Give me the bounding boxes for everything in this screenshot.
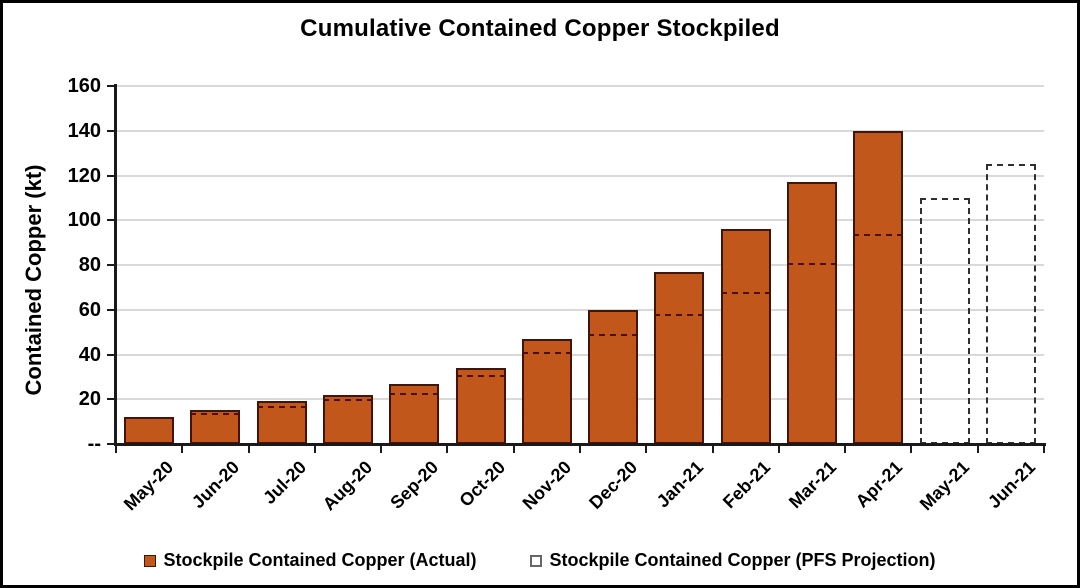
- actual-series-swatch-icon: [144, 554, 157, 567]
- y-gridline: [116, 353, 1044, 356]
- y-axis-tick-label: 120: [67, 164, 101, 187]
- y-gridline: [116, 219, 1044, 222]
- y-gridline: [116, 308, 1044, 311]
- y-axis-line: [114, 84, 117, 446]
- x-axis-tick: [446, 444, 449, 453]
- y-axis-tick-label: 40: [78, 343, 101, 366]
- bar-actual: [720, 229, 771, 444]
- plot-area: -- 20 40 60 80 100 120 140 160 May-20 Jun-20 Jul-20…: [3, 3, 1077, 585]
- x-axis-tick: [844, 444, 847, 453]
- legend-label-pfs-projection: Stockpile Contained Copper (PFS Projecti…: [549, 550, 936, 570]
- y-gridline: [116, 174, 1044, 177]
- y-axis-tick-label: 100: [67, 209, 101, 232]
- y-axis-tick: [107, 129, 116, 132]
- y-axis-tick-label: 80: [78, 254, 101, 276]
- x-axis-tick: [115, 444, 117, 453]
- y-axis-tick-label: 60: [78, 298, 101, 321]
- bar-pfs-projection: [853, 233, 904, 444]
- x-axis-tick: [910, 444, 913, 453]
- legend-item-actual: Stockpile Contained Copper (Actual): [144, 550, 476, 571]
- bar-pfs-projection: [654, 314, 705, 444]
- x-axis-tick: [579, 444, 581, 453]
- x-axis-tick: [380, 444, 383, 453]
- bar-pfs-projection: [323, 399, 373, 444]
- y-gridline: [116, 129, 1044, 132]
- bar-pfs-projection: [124, 417, 175, 444]
- y-gridline: [116, 85, 1044, 87]
- x-axis-tick: [1043, 444, 1045, 453]
- x-axis-tick: [976, 444, 979, 453]
- x-axis-tick: [247, 444, 250, 453]
- y-axis-tick: [107, 219, 116, 222]
- y-axis-tick: [107, 398, 116, 401]
- bar-pfs-projection: [455, 374, 506, 444]
- bar-pfs-projection: [389, 392, 440, 444]
- bar-pfs-projection: [521, 352, 572, 444]
- y-axis-tick: [107, 443, 116, 445]
- bar-actual: [588, 309, 639, 444]
- y-axis-tick: [107, 85, 116, 87]
- bar-pfs-projection: [256, 405, 307, 444]
- bar-pfs-projection: [919, 197, 970, 444]
- x-axis-tick: [711, 444, 714, 453]
- legend: Stockpile Contained Copper (Actual) Stoc…: [3, 550, 1077, 571]
- y-gridline: [116, 398, 1044, 401]
- y-gridline: [116, 264, 1044, 266]
- pfs-series-swatch-icon: [530, 554, 543, 567]
- bar-pfs-projection: [787, 262, 837, 444]
- bar-pfs-projection: [720, 291, 771, 444]
- bar-pfs-projection: [190, 412, 241, 444]
- chart-title: Cumulative Contained Copper Stockpiled: [300, 15, 780, 42]
- y-axis-tick-label: 20: [78, 388, 101, 411]
- y-axis-tick-label: --: [87, 433, 101, 455]
- y-axis-tick: [107, 174, 116, 177]
- y-axis-tick-label: 160: [67, 75, 101, 97]
- legend-label-actual: Stockpile Contained Copper (Actual): [163, 550, 477, 570]
- x-axis-tick: [181, 444, 184, 453]
- x-axis-line: [114, 443, 1046, 446]
- x-axis-tick: [512, 444, 515, 453]
- y-axis-tick: [107, 264, 116, 266]
- x-axis-tick: [313, 444, 316, 453]
- legend-item-pfs-projection: Stockpile Contained Copper (PFS Projecti…: [530, 550, 936, 571]
- y-axis-tick-label: 140: [67, 119, 101, 142]
- bar-pfs-projection: [588, 334, 639, 444]
- bar-pfs-projection: [985, 164, 1036, 444]
- y-axis-tick: [107, 353, 116, 356]
- x-axis-tick: [645, 444, 648, 453]
- x-axis-tick: [777, 444, 780, 453]
- y-axis-tick: [107, 308, 116, 311]
